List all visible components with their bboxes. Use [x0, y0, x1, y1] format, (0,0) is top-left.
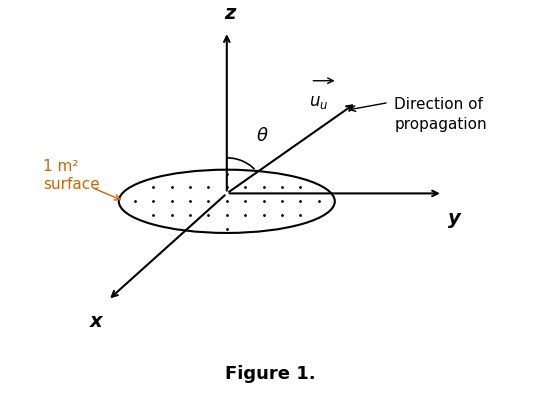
Text: θ: θ [256, 127, 267, 145]
Text: 1 m²
surface: 1 m² surface [43, 159, 100, 192]
Text: x: x [90, 312, 103, 331]
Text: Figure 1.: Figure 1. [225, 365, 315, 383]
Text: Direction of
propagation: Direction of propagation [394, 97, 487, 132]
Text: y: y [448, 209, 461, 228]
Text: $\it{u}_{\it{u}}$: $\it{u}_{\it{u}}$ [309, 93, 328, 111]
Text: z: z [224, 4, 235, 24]
Ellipse shape [119, 170, 335, 233]
